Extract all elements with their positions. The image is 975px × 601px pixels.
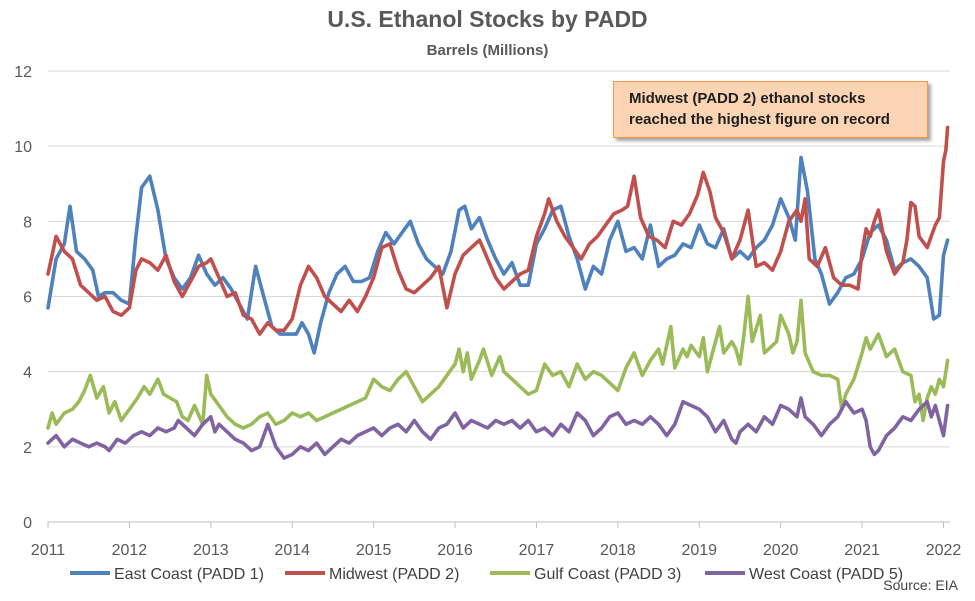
x-tick-label: 2021 xyxy=(844,542,880,559)
y-tick-label: 12 xyxy=(14,64,32,81)
x-tick-label: 2018 xyxy=(600,542,636,559)
annotation-line-1: Midwest (PADD 2) ethanol stocks xyxy=(629,90,866,107)
x-tick-label: 2011 xyxy=(31,542,66,559)
x-tick-label: 2012 xyxy=(112,542,148,559)
x-tick-label: 2013 xyxy=(193,542,229,559)
x-tick-label: 2022 xyxy=(926,542,962,559)
x-tick-label: 2014 xyxy=(274,542,310,559)
x-tick-label: 2017 xyxy=(519,542,555,559)
legend-label-0: East Coast (PADD 1) xyxy=(114,566,264,583)
x-tick-label: 2019 xyxy=(681,542,717,559)
y-tick-label: 10 xyxy=(14,139,32,156)
x-tick-label: 2015 xyxy=(356,542,392,559)
series-line-3 xyxy=(46,396,950,460)
series-line-2 xyxy=(46,294,950,430)
y-tick-label: 0 xyxy=(23,515,32,532)
y-tick-label: 6 xyxy=(23,290,32,307)
record-annotation-callout: Midwest (PADD 2) ethanol stocks reached … xyxy=(613,81,928,138)
legend-label-1: Midwest (PADD 2) xyxy=(329,566,459,583)
chart-title: U.S. Ethanol Stocks by PADD xyxy=(327,6,648,32)
annotation-line-2: reached the highest figure on record xyxy=(629,111,890,128)
legend: East Coast (PADD 1) Midwest (PADD 2) Gulf … xyxy=(70,566,903,583)
legend-label-3: West Coast (PADD 5) xyxy=(749,566,903,583)
x-tick-label: 2016 xyxy=(437,542,473,559)
y-tick-label: 2 xyxy=(23,440,32,457)
source-note: Source: EIA xyxy=(883,577,958,593)
series-line-0 xyxy=(46,155,950,355)
series-line-1 xyxy=(46,125,950,336)
legend-label-2: Gulf Coast (PADD 3) xyxy=(534,566,681,583)
y-tick-label: 8 xyxy=(23,214,32,231)
y-tick-label: 4 xyxy=(23,365,32,382)
chart-subtitle: Barrels (Millions) xyxy=(426,42,549,59)
series-lines xyxy=(46,125,950,460)
axes xyxy=(47,521,950,528)
x-tick-labels: 2011 2012 2013 2014 2015 2016 2017 2018 2019 2020… xyxy=(31,542,962,559)
y-tick-labels: 0 2 4 6 8 10 12 xyxy=(14,64,32,532)
x-tick-label: 2020 xyxy=(763,542,799,559)
